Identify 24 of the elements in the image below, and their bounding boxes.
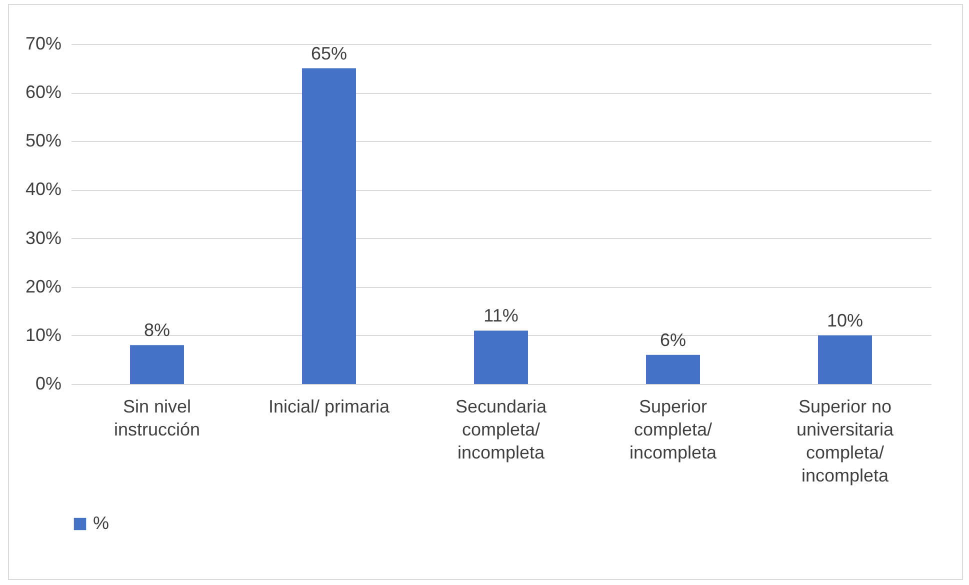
x-tick-label: Sin nivel instrucción <box>114 396 200 440</box>
y-tick-label: 70% <box>25 34 62 54</box>
x-tick-label: Inicial/ primaria <box>268 396 390 416</box>
bar <box>818 335 872 384</box>
y-tick-label: 20% <box>25 276 62 296</box>
bar <box>474 330 528 384</box>
x-tick-label: Secundaria completa/ incompleta <box>455 396 548 462</box>
data-label: 8% <box>144 320 170 340</box>
x-tick-label: Superior completa/ incompleta <box>629 396 718 462</box>
y-tick-label: 50% <box>25 130 62 151</box>
y-tick-label: 10% <box>25 324 62 345</box>
y-tick-label: 0% <box>35 374 62 394</box>
legend-label: % <box>93 513 110 533</box>
data-label: 11% <box>484 306 518 326</box>
data-label: 10% <box>826 310 864 330</box>
y-tick-label: 60% <box>25 82 62 102</box>
bar <box>302 68 356 384</box>
y-tick-label: 40% <box>25 179 62 200</box>
bar <box>130 345 184 384</box>
bar <box>646 354 700 384</box>
x-tick-label: Superior no universitaria completa/ incompleta <box>796 396 895 486</box>
y-tick-label: 30% <box>25 228 62 248</box>
data-label: 65% <box>310 43 348 64</box>
data-label: 6% <box>660 330 686 350</box>
